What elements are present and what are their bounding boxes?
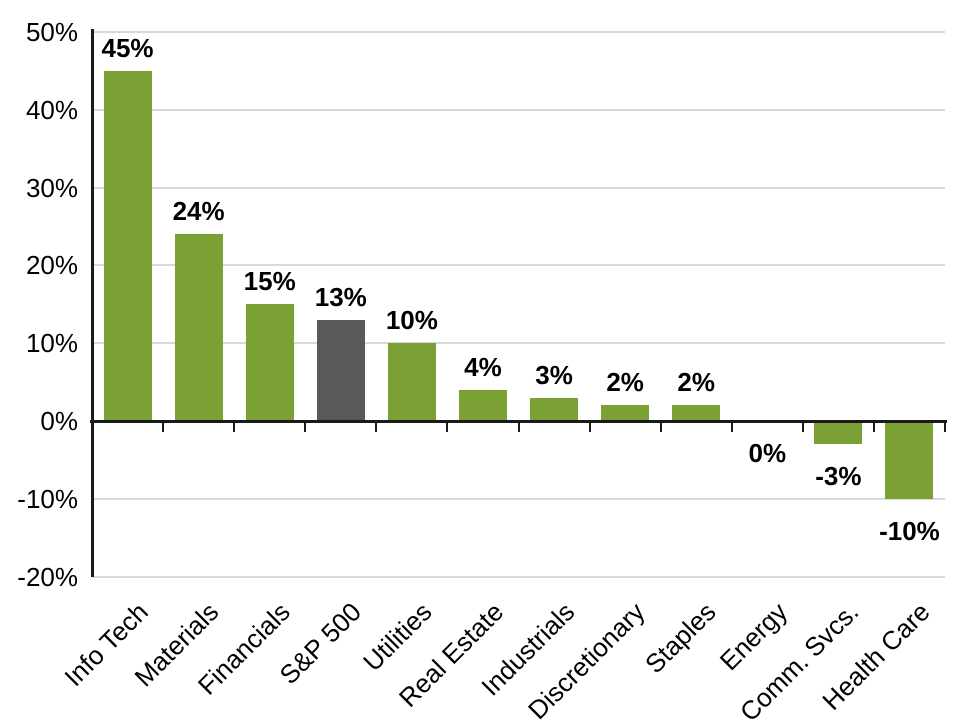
y-axis-label-50: 50% xyxy=(25,17,78,47)
bar-health-care xyxy=(885,421,934,499)
data-label-industrials: 3% xyxy=(535,359,573,390)
x-axis-tick xyxy=(233,421,236,432)
bar-materials xyxy=(174,234,223,421)
x-axis-tick xyxy=(517,421,520,432)
bar-industrials xyxy=(530,397,579,421)
data-label-energy: 0% xyxy=(748,438,787,468)
gridline--20 xyxy=(92,575,945,578)
x-axis-tick xyxy=(944,421,946,432)
y-axis-label-40: 40% xyxy=(25,94,78,125)
x-axis-tick xyxy=(659,421,662,432)
data-label-info-tech: 45% xyxy=(101,32,154,63)
y-axis-label-30: 30% xyxy=(25,172,78,203)
data-label-staples: 2% xyxy=(677,367,715,398)
gridline--10 xyxy=(92,497,945,500)
y-axis-line xyxy=(90,29,94,577)
gridline-30 xyxy=(92,186,945,189)
gridline-50 xyxy=(92,31,945,33)
y-axis-label-0: 0% xyxy=(40,406,78,436)
y-axis-label--10: -10% xyxy=(17,483,78,514)
x-axis-tick xyxy=(801,421,804,432)
x-axis-tick xyxy=(446,421,449,432)
y-axis-label--20: -20% xyxy=(17,561,78,592)
data-label-utilities: 10% xyxy=(385,305,438,336)
x-axis-tick xyxy=(730,421,733,432)
data-label-financials: 15% xyxy=(243,266,296,297)
y-axis-label-10: 10% xyxy=(25,328,78,359)
x-axis-tick xyxy=(375,421,378,432)
y-axis-label-20: 20% xyxy=(25,250,78,281)
data-label-discretionary: 2% xyxy=(606,367,644,398)
gridline-20 xyxy=(92,264,945,267)
data-label-materials: 24% xyxy=(172,196,225,227)
bar-utilities xyxy=(387,343,436,421)
x-axis-tick xyxy=(304,421,307,432)
data-label-comm-svcs: -3% xyxy=(815,461,862,492)
bar-financials xyxy=(245,304,294,421)
data-label-health-care: -10% xyxy=(879,515,940,546)
bar-s-p-500 xyxy=(316,319,365,421)
bar-info-tech xyxy=(103,70,152,421)
bar-discretionary xyxy=(601,405,650,421)
gridline-10 xyxy=(92,342,945,345)
data-label-real-estate: 4% xyxy=(464,351,502,382)
gridline-40 xyxy=(92,108,945,111)
bar-staples xyxy=(672,405,721,421)
x-axis-tick xyxy=(162,421,165,432)
bar-real-estate xyxy=(458,389,507,421)
x-axis-tick xyxy=(91,421,93,432)
data-label-s-p-500: 13% xyxy=(314,281,367,312)
x-axis-tick xyxy=(588,421,591,432)
x-axis-tick xyxy=(872,421,875,432)
bar-comm-svcs xyxy=(814,421,863,445)
x-axis-label-staples: Staples xyxy=(639,596,723,680)
